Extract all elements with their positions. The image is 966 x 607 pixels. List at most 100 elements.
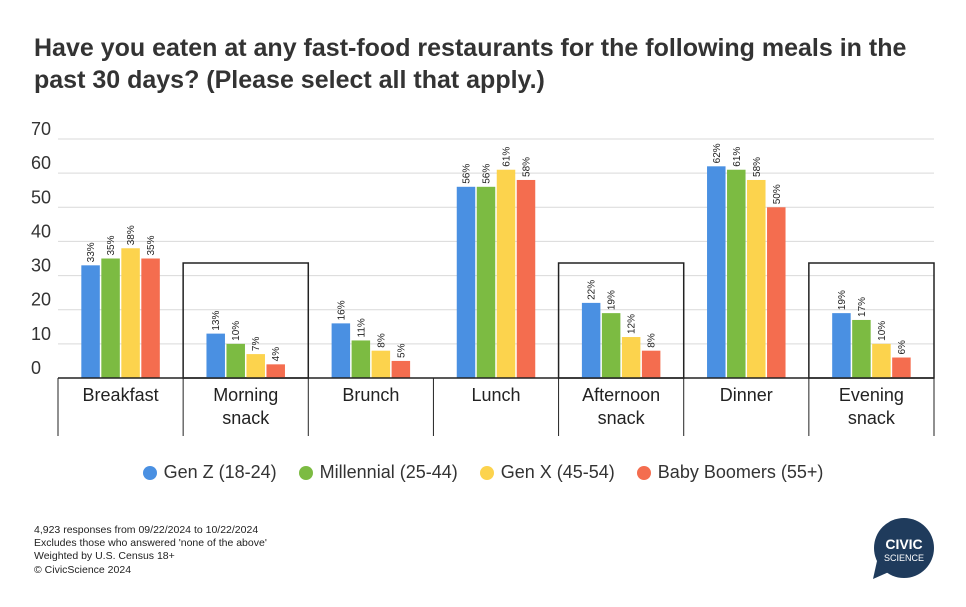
legend-label: Millennial (25-44): [319, 462, 458, 482]
data-label: 8%: [376, 333, 387, 348]
legend-swatch: [636, 465, 651, 480]
legend-swatch: [479, 465, 494, 480]
footnote-copyright: © CivicScience 2024: [34, 563, 132, 576]
legend: Gen Z (18-24) Millennial (25-44) Gen X (45…: [0, 462, 966, 483]
bar: [121, 248, 140, 378]
data-label: 38%: [126, 225, 137, 245]
bar: [496, 169, 516, 378]
bar: [141, 258, 160, 378]
y-tick-label: 30: [31, 256, 51, 276]
category-highlight-box: [182, 262, 310, 379]
category-label: snack: [222, 408, 270, 428]
data-label: 58%: [752, 157, 763, 177]
bar: [476, 186, 496, 378]
civicscience-logo: CIVIC SCIENCE: [873, 518, 934, 579]
data-label: 22%: [587, 280, 598, 300]
y-tick-label: 60: [31, 153, 51, 173]
data-label: 4%: [271, 347, 282, 362]
category-highlight-box: [808, 262, 935, 379]
bars: [81, 166, 911, 378]
data-label: 5%: [396, 343, 407, 358]
bar: [101, 258, 120, 378]
legend-item: Gen X (45-54): [479, 462, 615, 483]
data-label: 7%: [251, 337, 262, 352]
data-label: 56%: [482, 164, 493, 184]
bar: [641, 350, 661, 378]
category-boxes: [182, 262, 935, 379]
bar: [832, 313, 851, 378]
bar: [852, 319, 871, 378]
y-axis: 0 10 20 30 40 50 60 70: [31, 119, 51, 378]
gridlines: [58, 138, 934, 345]
logo-line2: SCIENCE: [884, 553, 924, 563]
legend-item: Gen Z (18-24): [142, 462, 277, 483]
bar: [516, 179, 536, 378]
bar-chart: 33% 35% 38% 35% 13% 10% 7% 4% 16% 11% 8% 5% 56% 56% 61…: [31, 119, 935, 436]
bar: [767, 207, 786, 378]
footnote-responses: 4,923 responses from 09/22/2024 to 10/22…: [34, 524, 259, 536]
footnotes: 4,923 responses from 09/22/2024 to 10/22…: [34, 524, 267, 577]
bar: [266, 364, 285, 378]
category-label: Lunch: [471, 385, 520, 405]
bar: [81, 265, 100, 378]
legend-item: Millennial (25-44): [298, 462, 458, 483]
data-label: 17%: [857, 297, 868, 317]
bar: [456, 186, 476, 378]
data-label: 35%: [106, 235, 117, 255]
category-label: Afternoon: [582, 385, 660, 405]
data-label: 61%: [502, 147, 513, 167]
category-label: snack: [598, 408, 646, 428]
bar: [206, 333, 225, 378]
y-tick-label: 10: [31, 324, 51, 344]
bar: [246, 354, 265, 378]
data-label: 16%: [336, 300, 347, 320]
data-label: 19%: [837, 290, 848, 310]
legend-swatch: [142, 465, 157, 480]
data-label: 12%: [627, 314, 638, 334]
data-label: 11%: [356, 318, 367, 337]
data-label: 61%: [732, 147, 743, 167]
data-labels: 33% 35% 38% 35% 13% 10% 7% 4% 16% 11% 8% 5% 56% 56% 61…: [86, 143, 908, 361]
bar: [621, 337, 641, 378]
data-label: 13%: [211, 310, 222, 330]
y-tick-label: 50: [31, 187, 51, 207]
x-axis: Breakfast Morning snack Brunch Lunch Afternoo…: [57, 377, 935, 436]
data-label: 35%: [146, 235, 157, 255]
bar: [747, 179, 766, 378]
bar: [892, 357, 911, 378]
data-label: 58%: [522, 157, 533, 177]
legend-label: Baby Boomers (55+): [657, 462, 824, 482]
data-label: 56%: [462, 164, 473, 184]
category-label: Dinner: [720, 385, 773, 405]
footnote-weighting: Weighted by U.S. Census 18+: [34, 550, 175, 563]
category-label: Brunch: [342, 385, 399, 405]
bar: [331, 323, 351, 378]
data-label: 6%: [897, 340, 908, 355]
logo-line1: CIVIC: [885, 536, 922, 552]
bar: [351, 340, 371, 378]
y-tick-label: 70: [31, 119, 51, 139]
data-label: 19%: [607, 290, 618, 310]
legend-label: Gen X (45-54): [500, 462, 615, 482]
legend-item: Baby Boomers (55+): [636, 462, 824, 483]
bar: [727, 169, 746, 378]
data-label: 33%: [86, 242, 97, 262]
category-label: Morning: [213, 385, 278, 405]
bar: [601, 313, 621, 378]
bar: [226, 343, 245, 378]
category-highlight-box: [557, 262, 685, 379]
category-label: snack: [848, 408, 896, 428]
bar: [371, 350, 391, 378]
y-tick-label: 0: [31, 358, 41, 378]
y-tick-label: 20: [31, 290, 51, 310]
data-label: 8%: [647, 333, 658, 348]
bar: [872, 343, 891, 378]
data-label: 50%: [772, 184, 783, 204]
bar: [707, 166, 726, 378]
chart-title: Have you eaten at any fast-food restaura…: [34, 34, 907, 94]
data-label: 10%: [231, 321, 242, 341]
category-label: Breakfast: [83, 385, 159, 405]
footnote-exclusion: Excludes those who answered 'none of the…: [34, 537, 267, 550]
legend-label: Gen Z (18-24): [163, 462, 277, 482]
bar: [581, 302, 601, 378]
